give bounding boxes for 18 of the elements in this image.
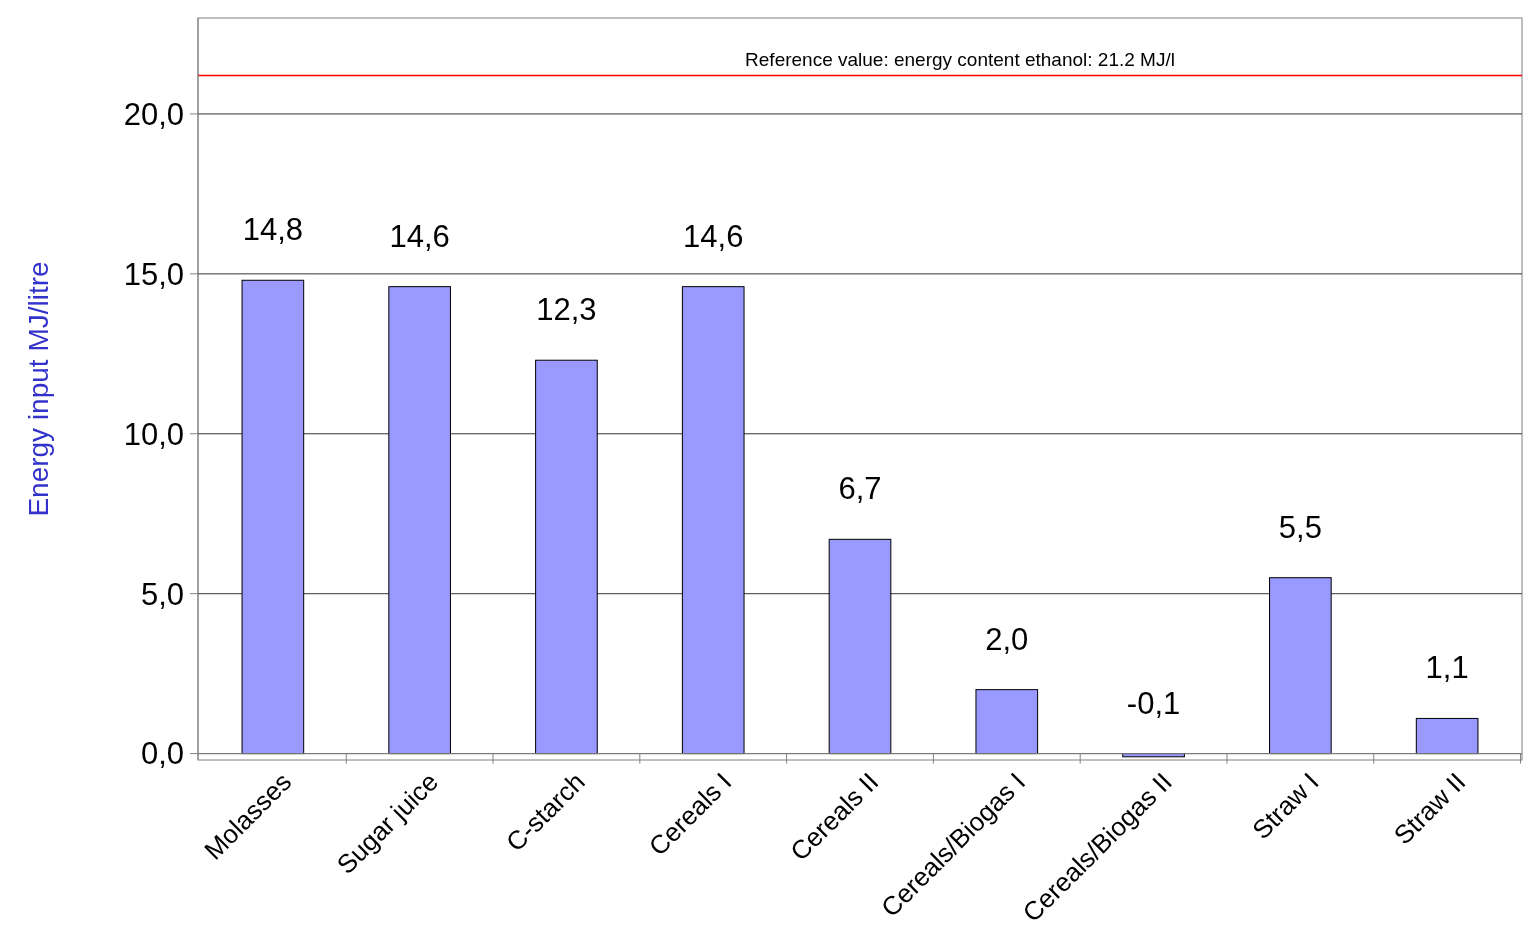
data-label: 6,7 xyxy=(838,471,882,507)
data-label: 1,1 xyxy=(1425,650,1469,686)
y-tick-label: 0,0 xyxy=(140,736,184,772)
y-axis-title: Energy input MJ/litre xyxy=(23,261,54,517)
ref-line-label: Reference value: energy content ethanol: 21.2 MJ/l xyxy=(745,48,1175,70)
data-label: 14,6 xyxy=(683,218,744,254)
data-label: 2,0 xyxy=(985,621,1029,657)
y-tick-label: 10,0 xyxy=(123,416,184,452)
y-tick-label: 5,0 xyxy=(140,576,184,612)
data-label: 14,6 xyxy=(389,218,450,254)
data-label: 5,5 xyxy=(1278,509,1322,545)
data-label: 12,3 xyxy=(536,292,597,328)
bar xyxy=(975,689,1039,755)
y-tick-label: 15,0 xyxy=(123,256,184,292)
bar xyxy=(1415,717,1479,755)
data-label: 14,8 xyxy=(242,212,304,248)
y-tick-label: 20,0 xyxy=(123,96,184,132)
data-label: -0,1 xyxy=(1126,685,1181,721)
